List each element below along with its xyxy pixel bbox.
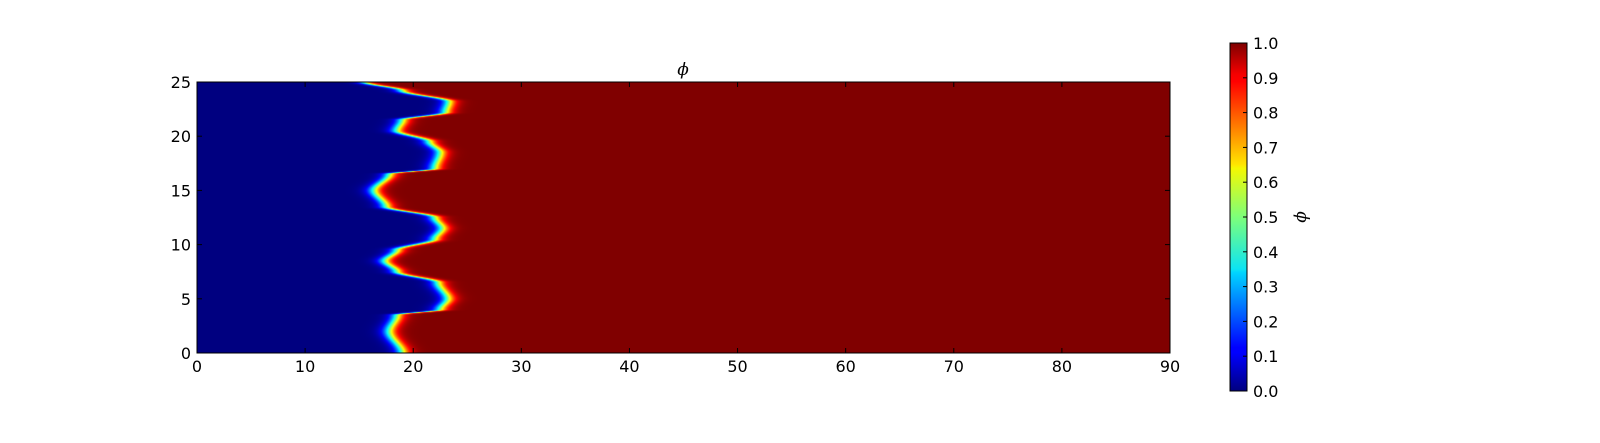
colorbar-tick-label: 1.0 — [1253, 34, 1278, 53]
y-tick-label: 25 — [171, 73, 191, 92]
heatmap-image — [197, 82, 1170, 353]
y-tick-label: 15 — [171, 181, 191, 200]
colorbar-tick-label: 0.1 — [1253, 347, 1278, 366]
x-tick-label: 10 — [295, 357, 315, 376]
colorbar-tick-label: 0.6 — [1253, 173, 1278, 192]
colorbar-tick-label: 0.4 — [1253, 243, 1278, 262]
colorbar-ticks: 0.0 0.1 0.2 0.3 0.4 0.5 0.6 0.7 0.8 0.9 1.0 — [1243, 34, 1278, 401]
x-tick-label: 20 — [403, 357, 423, 376]
y-tick-label: 20 — [171, 127, 191, 146]
colorbar-tick-label: 0.9 — [1253, 69, 1278, 88]
colorbar-tick-label: 0.0 — [1253, 382, 1278, 401]
colorbar-tick-label: 0.7 — [1253, 138, 1278, 157]
y-tick-label: 0 — [181, 344, 191, 363]
y-tick-label: 5 — [181, 290, 191, 309]
x-tick-label: 40 — [619, 357, 639, 376]
colorbar-label: ϕ — [1292, 211, 1312, 223]
x-tick-label: 70 — [944, 357, 964, 376]
x-tick-label: 80 — [1052, 357, 1072, 376]
x-tick-label: 30 — [511, 357, 531, 376]
y-axis: 0 5 10 15 20 25 — [171, 73, 1170, 363]
x-tick-label: 50 — [727, 357, 747, 376]
heatmap-plot — [196, 81, 1171, 354]
colorbar-tick-label: 0.3 — [1253, 278, 1278, 297]
x-tick-label: 90 — [1160, 357, 1180, 376]
x-axis: 0 10 20 30 40 50 60 70 80 90 — [192, 82, 1180, 376]
plot-frame — [196, 81, 1171, 354]
colorbar-tick-label: 0.8 — [1253, 104, 1278, 123]
colorbar-tick-label: 0.5 — [1253, 208, 1278, 227]
y-tick-label: 10 — [171, 236, 191, 255]
x-tick-label: 60 — [835, 357, 855, 376]
chart-title: ϕ — [677, 60, 689, 80]
x-tick-label: 0 — [192, 357, 202, 376]
colorbar-tick-label: 0.2 — [1253, 312, 1278, 331]
